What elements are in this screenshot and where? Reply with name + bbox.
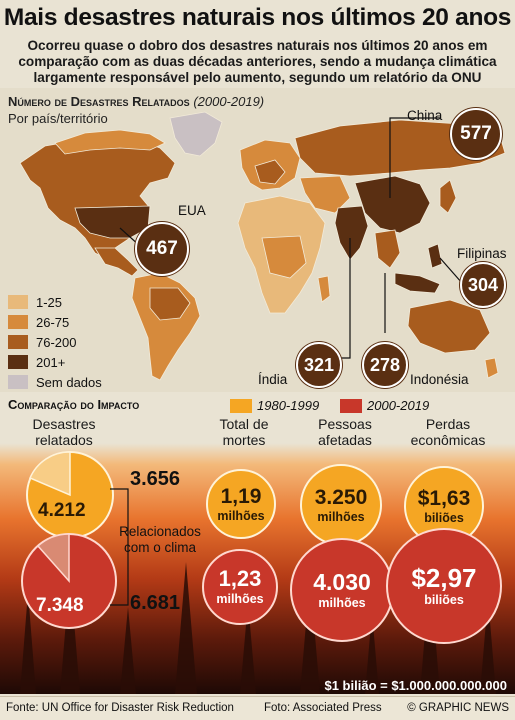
affected-new-value: 4.030 [313, 568, 371, 595]
losses-old-unit: biliões [424, 510, 464, 525]
indonesia-bubble: 278 [362, 342, 408, 388]
affected-new-circle: 4.030 milhões [290, 538, 394, 642]
key-2000: 2000-2019 [340, 398, 429, 413]
losses-new-unit: biliões [424, 593, 464, 607]
page-title: Mais desastres naturais nos últimos 20 a… [3, 4, 512, 31]
legend-label: 26-75 [36, 314, 70, 330]
legend-swatch [8, 315, 28, 329]
china-bubble: 577 [450, 108, 502, 160]
map-title-text: Número de Desastres Relatados [8, 94, 190, 109]
affected-old-unit: milhões [317, 509, 365, 524]
losses-new-value: $2,97 [411, 563, 477, 593]
legend-label: 76-200 [36, 334, 77, 350]
philippines-bubble: 304 [460, 262, 506, 308]
china-label: China [407, 108, 443, 123]
key-label-new: 2000-2019 [367, 398, 430, 413]
impact-comparison-section: Comparação do Impacto 1980-1999 2000-201… [0, 392, 515, 694]
header-losses: Perdas econômicas [410, 416, 486, 448]
map-legend: 1-25 26-75 76-200 201+ Sem dados [8, 292, 102, 392]
disasters-old-climate: 3.656 [130, 468, 181, 490]
key-label-old: 1980-1999 [257, 398, 320, 413]
legend-label: 201+ [36, 354, 66, 370]
affected-old-value: 3.250 [314, 485, 368, 509]
disasters-new-total: 7.348 [36, 595, 84, 616]
india-bubble: 321 [296, 342, 342, 388]
deaths-new-circle: 1,23 milhões [202, 549, 278, 625]
page-subtitle: Ocorreu quase o dobro dos desastres natu… [18, 38, 497, 85]
affected-old-circle: 3.250 milhões [300, 464, 382, 546]
indonesia-label: Indonésia [410, 372, 469, 387]
disasters-new-climate: 6.681 [130, 592, 181, 614]
key-1980: 1980-1999 [230, 398, 319, 413]
legend-swatch [8, 335, 28, 349]
header-deaths: Total de mortes [219, 416, 269, 448]
legend-item: 76-200 [8, 332, 102, 352]
deaths-new-value: 1,23 [218, 566, 262, 591]
philippines-label: Filipinas [457, 246, 507, 261]
deaths-old-circle: 1,19 milhões [206, 469, 276, 539]
footer-source: Fonte: UN Office for Disaster Risk Reduc… [6, 702, 234, 714]
legend-swatch [8, 375, 28, 389]
disaster-map-section: Número de Desastres Relatados (2000-2019… [0, 88, 515, 392]
legend-item: 1-25 [8, 292, 102, 312]
losses-old-value: $1,63 [417, 486, 471, 510]
trillion-note: $1 bilião = $1.000.000.000.000 [324, 678, 507, 693]
legend-swatch [8, 355, 28, 369]
losses-new-circle: $2,97 biliões [386, 528, 502, 644]
legend-item: 26-75 [8, 312, 102, 332]
deaths-old-value: 1,19 [220, 484, 262, 508]
disasters-pie-old [26, 451, 114, 539]
legend-swatch [8, 295, 28, 309]
key-swatch-old [230, 398, 252, 413]
map-title: Número de Desastres Relatados (2000-2019… [8, 94, 264, 109]
legend-item: 201+ [8, 352, 102, 372]
disasters-old-total: 4.212 [38, 500, 86, 521]
india-label: Índia [258, 372, 288, 387]
usa-label: EUA [178, 203, 206, 218]
usa-bubble: 467 [135, 222, 189, 276]
disasters-pie-new [21, 533, 117, 629]
legend-item: Sem dados [8, 372, 102, 392]
map-years: (2000-2019) [193, 94, 265, 109]
footer-brand: © GRAPHIC NEWS [407, 702, 509, 714]
legend-label: Sem dados [36, 374, 102, 390]
affected-new-unit: milhões [318, 595, 366, 610]
deaths-new-unit: milhões [216, 592, 264, 606]
world-map [19, 111, 506, 381]
deaths-old-unit: milhões [217, 508, 265, 523]
header-affected: Pessoas afetadas [318, 416, 372, 448]
climate-related-label: Relacionados com o clima [119, 524, 201, 555]
map-subtitle: Por país/território [8, 111, 108, 126]
comparison-title: Comparação do Impacto [8, 397, 140, 412]
footer: Fonte: UN Office for Disaster Risk Reduc… [0, 696, 515, 720]
header-disasters: Desastres relatados [32, 416, 96, 448]
climate-bracket [110, 488, 129, 606]
legend-label: 1-25 [36, 294, 63, 310]
footer-photo-credit: Foto: Associated Press [264, 702, 382, 714]
key-swatch-new [340, 398, 362, 413]
